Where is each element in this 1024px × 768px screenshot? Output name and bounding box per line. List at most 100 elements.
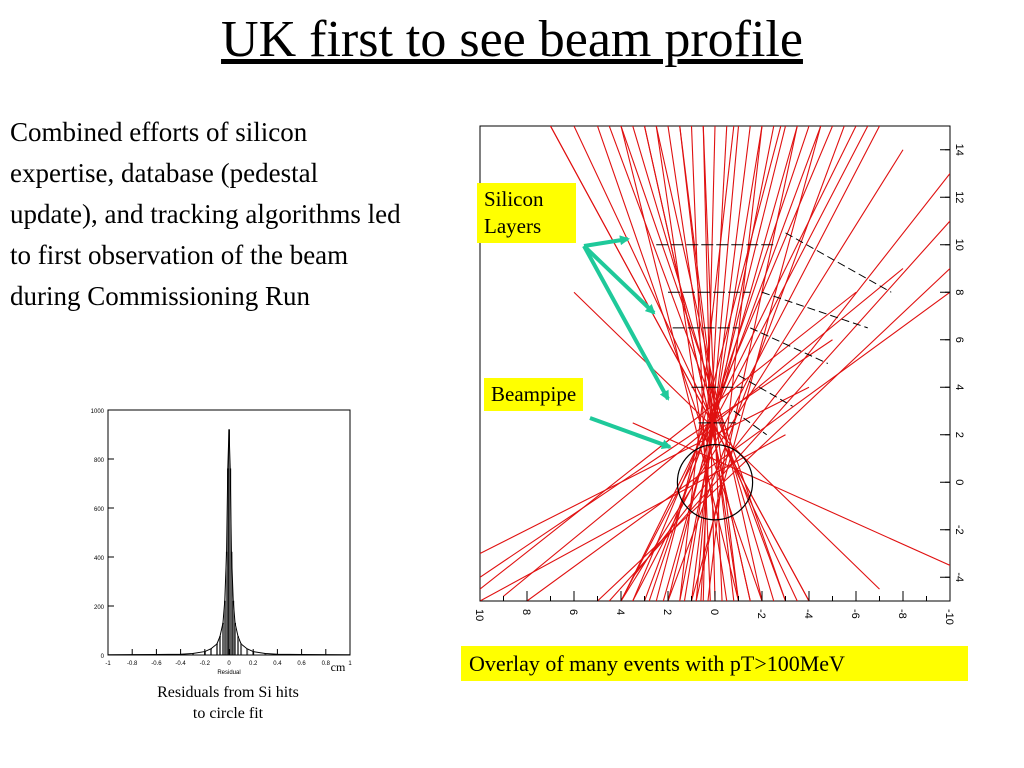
histogram-xtick-label: -0.4 [175,661,186,667]
histogram-xtick-label: -0.8 [127,661,138,667]
track-line [707,126,763,601]
histogram-bar [219,636,221,656]
track-line [620,126,869,601]
plot-ytick-label: 0 [953,479,965,485]
track-line [695,126,740,601]
beampipe-label: Beampipe [484,378,584,411]
track-line [695,126,798,601]
histogram-caption: Residuals from Si hits to circle fit [118,682,338,724]
histogram-ytick-label: 600 [94,507,105,513]
silicon-layer-tilted [785,232,892,293]
histogram-bar [228,429,230,656]
histogram-xtick-label: -0.2 [200,661,211,667]
plot-xtick-label: -8 [896,609,908,619]
silicon-layer-tilted [761,291,868,329]
plot-xtick-label: 4 [614,609,626,615]
track-line [632,422,950,566]
histogram-caption-line2: to circle fit [192,705,264,722]
histogram-xtick-label: 0.8 [322,661,331,667]
plot-xtick-label: 8 [520,609,532,615]
track-line [690,126,711,601]
histogram-xlabel: Residual [217,670,240,676]
histogram-bar [237,636,240,656]
histogram-xtick-label: 0.4 [273,661,282,667]
track-line [702,126,723,601]
histogram-xtick-label: 0.6 [297,661,306,667]
plot-ytick-label: -2 [953,525,965,535]
plot-ytick-label: 2 [953,432,965,438]
histogram-ytick-label: 200 [94,605,105,611]
track-line [620,126,857,601]
plot-content [480,126,950,601]
histogram-bar [230,551,233,656]
histogram-xtick-label: -0.6 [151,661,162,667]
track-line [608,220,950,601]
plot-xtick-label: -10 [943,609,955,625]
plot-ytick-label: 8 [953,289,965,295]
histogram-bar [222,622,224,656]
plot-ytick-label: 4 [953,384,965,390]
plot-ytick-label: 14 [953,144,965,156]
track-line [480,339,833,578]
track-line [550,126,810,601]
residual-histogram: 0 200 400 600 800 1000 -1 -0.8 -0.6 -0.4 -0.2 0 0.2 0… [80,405,370,685]
track-line [573,126,798,601]
track-line [679,126,735,601]
plot-ytick-label: 12 [953,191,965,203]
histogram-xtick-label: 1 [348,661,352,667]
histogram-bar [240,643,243,656]
track-line [655,126,763,601]
track-line [526,291,950,601]
histogram-xtick-label: 0 [227,661,231,667]
track-line [662,126,798,601]
plot-ytick-label: -4 [953,572,965,582]
histogram-bar [216,643,218,656]
track-line [667,126,787,601]
histogram-outline [107,429,351,656]
track-line [700,126,728,601]
silicon-label-line2: Layers [484,214,542,238]
intro-paragraph: Combined efforts of silicon expertise, d… [10,117,401,311]
histogram-chart: 0 200 400 600 800 1000 -1 -0.8 -0.6 -0.4 -0.2 0 0.2 0… [91,409,353,676]
histogram-bar [210,648,212,656]
histogram-ytick-label: 800 [94,458,105,464]
track-line [690,126,751,601]
histogram-xtick-label: -1 [105,661,111,667]
histogram-unit: cm [331,660,346,674]
histogram-bar [276,653,279,656]
histogram-ytick-label: 400 [94,556,105,562]
plot-xtick-label: 6 [567,609,579,615]
histogram-frame [107,409,351,656]
track-line [632,173,950,578]
histogram-bar [225,551,228,656]
histogram-bar [232,600,235,656]
histogram-bar [252,651,255,656]
histogram-bar [246,648,249,656]
beampipe-circle [676,444,754,521]
plot-xtick-label: 2 [661,609,673,615]
histogram-bar [264,653,267,656]
track-line [620,149,904,601]
track-line [597,268,950,601]
plot-xtick-label: -6 [849,609,861,619]
plot-xtick-label: -2 [755,609,767,619]
track-line [655,126,728,601]
histogram-bar [192,653,194,656]
histogram-bar [234,622,236,656]
silicon-layers-label: Silicon Layers [477,183,576,243]
silicon-layer-tilted [733,410,767,436]
track-line [643,126,751,601]
silicon-layer-tilted [750,327,829,364]
plot-ytick-label: 10 [953,239,965,251]
track-line [667,126,845,601]
histogram-bar [179,653,182,656]
track-line [480,434,786,601]
histogram-bar [224,600,226,656]
histogram-ytick-label: 0 [101,654,105,660]
histogram-bar [204,651,206,656]
page-title: UK first to see beam profile [221,11,803,68]
histogram-xtick-label: 0.2 [249,661,258,667]
histogram-caption-line1: Residuals from Si hits [157,684,299,701]
overlay-caption: Overlay of many events with pT>100MeV [461,646,968,681]
plot-xtick-label: 0 [708,609,720,615]
